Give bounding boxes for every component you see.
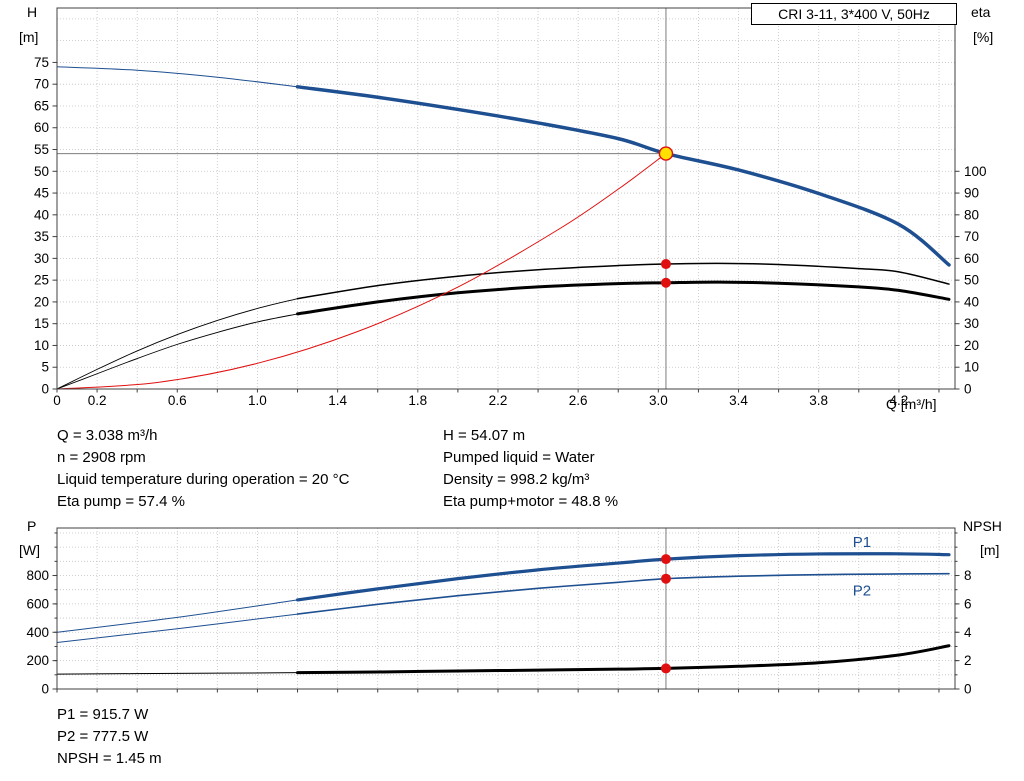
duty-info-right: H = 54.07 m Pumped liquid = Water Density … — [443, 425, 618, 513]
info-line: n = 2908 rpm — [57, 449, 146, 466]
y-left-tick-label: 50 — [34, 164, 49, 179]
y-left-tick-label: 65 — [34, 98, 49, 113]
y-left-tick-label: 25 — [34, 273, 49, 288]
y-right-tick-label: 60 — [964, 251, 979, 266]
y-left-tick-label: 75 — [34, 55, 49, 70]
p-axis-unit: [W] — [19, 542, 40, 558]
eta-pump-motor-point — [660, 277, 671, 288]
y-right-tick-label: 100 — [964, 164, 987, 179]
y-right-tick-label: 20 — [964, 338, 979, 353]
npsh-axis-unit: [m] — [980, 542, 1000, 558]
p-axis-title: P — [27, 518, 37, 534]
info-line: Eta pump = 57.4 % — [57, 493, 185, 510]
y-right-tick-label: 2 — [964, 653, 972, 668]
x-tick-label: 1.8 — [408, 393, 427, 408]
y-left-tick-label: 40 — [34, 207, 49, 222]
info-line: NPSH = 1.45 m — [57, 750, 162, 767]
y-left-tick-label: 35 — [34, 229, 49, 244]
y-right-tick-label: 70 — [964, 229, 979, 244]
series-label-p1: P1 — [853, 534, 871, 551]
p2-extension — [56, 613, 299, 643]
y-left-tick-label: 600 — [26, 596, 49, 611]
power-npsh-chart: 0 200 400 600 800 0 2 4 6 8 P1 P2 — [26, 527, 972, 697]
head-curve-extension — [56, 66, 299, 88]
eta-axis-unit: [%] — [973, 29, 994, 45]
y-right-tick-label: 6 — [964, 596, 972, 611]
duty-point[interactable] — [658, 146, 674, 161]
series-label-p2: P2 — [853, 582, 871, 599]
head-curve — [295, 85, 951, 267]
x-tick-label: 2.6 — [569, 393, 588, 408]
npsh-axis-title: NPSH — [963, 518, 1002, 534]
y-left-tick-label: 15 — [34, 316, 49, 331]
info-line: Q = 3.038 m³/h — [57, 427, 158, 444]
info-line: Density = 998.2 kg/m³ — [443, 471, 590, 488]
p1-point — [660, 554, 671, 565]
h-axis-unit: [m] — [19, 29, 39, 45]
q-axis-title: Q [m³/h] — [886, 396, 937, 412]
x-tick-label: 3.4 — [729, 393, 748, 408]
y-right-tick-label: 0 — [964, 382, 972, 397]
y-right-tick-label: 40 — [964, 294, 979, 309]
plot-border — [56, 7, 956, 390]
y-right-tick-label: 0 — [964, 682, 972, 697]
y-left-tick-label: 60 — [34, 120, 49, 135]
npsh-extension — [56, 672, 299, 675]
plot-border — [56, 527, 956, 690]
info-line: H = 54.07 m — [443, 427, 526, 444]
y-right-tick-label: 90 — [964, 186, 979, 201]
p2-curve — [296, 572, 950, 615]
npsh-curve — [296, 644, 951, 675]
x-tick-label: 3.0 — [649, 393, 668, 408]
eta-pump-point — [660, 259, 671, 270]
info-line: Eta pump+motor = 48.8 % — [443, 493, 619, 510]
info-line: Pumped liquid = Water — [443, 449, 595, 466]
y-right-tick-label: 8 — [964, 568, 972, 583]
head-efficiency-chart: 0 0.2 0.6 1.0 1.4 1.8 2.2 2.6 3.0 3.4 3.8 4.2 0 5 10 15… — [34, 7, 987, 408]
y-left-tick-label: 30 — [34, 251, 49, 266]
y-right-tick-label: 80 — [964, 207, 979, 222]
eta-axis-title: eta — [971, 4, 991, 20]
x-tick-label: 0.6 — [168, 393, 187, 408]
pump-title-box: CRI 3-11, 3*400 V, 50Hz — [751, 3, 957, 25]
y-left-tick-label: 0 — [41, 682, 49, 697]
y-left-tick-label: 55 — [34, 142, 49, 157]
x-tick-label: 0.2 — [88, 393, 107, 408]
y-left-tick-label: 5 — [41, 360, 49, 375]
y-right-tick-label: 4 — [964, 625, 972, 640]
info-line: P1 = 915.7 W — [57, 706, 149, 723]
p1-curve — [295, 552, 951, 602]
info-line: P2 = 777.5 W — [57, 728, 149, 745]
power-npsh-info: P1 = 915.7 W P2 = 777.5 W NPSH = 1.45 m — [57, 704, 162, 770]
x-tick-label: 3.8 — [809, 393, 828, 408]
y-left-tick-label: 10 — [34, 338, 49, 353]
eta-pump-motor-extension — [56, 313, 298, 390]
system-curve — [56, 153, 667, 390]
npsh-point — [660, 663, 671, 674]
duty-info-left: Q = 3.038 m³/h n = 2908 rpm Liquid tempera… — [57, 425, 349, 513]
y-left-tick-label: 0 — [41, 382, 49, 397]
p2-point — [660, 573, 671, 584]
y-left-tick-label: 45 — [34, 186, 49, 201]
eta-pump-motor-curve — [296, 280, 951, 316]
h-axis-title: H — [27, 4, 38, 20]
y-left-tick-label: 400 — [26, 625, 49, 640]
p1-extension — [56, 599, 299, 633]
info-line: Liquid temperature during operation = 20… — [57, 471, 350, 488]
y-right-tick-label: 10 — [964, 360, 979, 375]
eta-pump-extension — [56, 298, 298, 390]
x-tick-label: 0 — [53, 393, 61, 408]
y-right-tick-label: 50 — [964, 273, 979, 288]
y-left-tick-label: 70 — [34, 77, 49, 92]
y-right-tick-label: 30 — [964, 316, 979, 331]
x-tick-label: 1.4 — [328, 393, 347, 408]
y-left-tick-label: 20 — [34, 294, 49, 309]
x-tick-label: 2.2 — [489, 393, 508, 408]
y-left-tick-label: 800 — [26, 568, 49, 583]
x-tick-label: 4.2 — [889, 393, 908, 408]
x-tick-label: 1.0 — [248, 393, 267, 408]
eta-pump-curve — [296, 262, 950, 300]
y-left-tick-label: 200 — [26, 653, 49, 668]
